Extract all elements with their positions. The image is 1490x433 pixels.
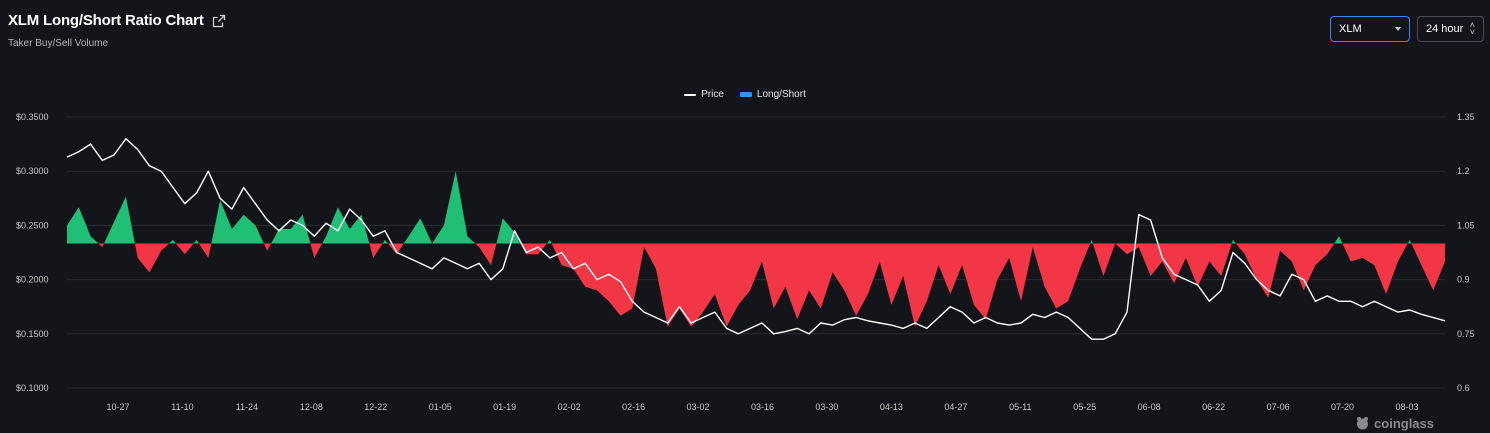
legend-item-long-short[interactable]: Long/Short	[739, 89, 806, 100]
left-axis-tick-label: $0.3500	[16, 112, 49, 122]
x-axis-tick-label: 10-27	[106, 402, 129, 412]
long-short-swatch-icon	[739, 92, 752, 97]
right-axis-tick-label: 0.9	[1457, 275, 1470, 285]
price-line-swatch-icon	[684, 93, 697, 96]
page-subtitle: Taker Buy/Sell Volume	[8, 38, 109, 49]
legend-long-short-label: Long/Short	[756, 89, 806, 100]
interval-select[interactable]: 24 hour ˄ ˅	[1417, 16, 1484, 42]
x-axis-tick-label: 04-27	[944, 402, 967, 412]
x-axis-tick-label: 11-24	[236, 402, 258, 412]
long-ratio-area	[67, 171, 1445, 244]
x-axis-tick-label: 06-08	[1138, 402, 1161, 412]
x-axis-tick-label: 02-16	[622, 402, 645, 412]
title-row: XLM Long/Short Ratio Chart	[8, 12, 226, 29]
x-axis-tick-label: 11-10	[171, 402, 193, 412]
x-axis-tick-label: 12-08	[300, 402, 323, 412]
right-axis-tick-label: 1.2	[1457, 166, 1470, 176]
left-axis-tick-label: $0.1000	[16, 383, 49, 393]
right-axis-tick-label: 1.05	[1457, 220, 1475, 230]
chevron-down-icon	[1395, 27, 1401, 31]
legend-price-label: Price	[701, 89, 724, 100]
symbol-select-value: XLM	[1339, 23, 1362, 35]
x-axis-tick-label: 03-30	[815, 402, 838, 412]
x-axis-tick-label: 01-05	[429, 402, 452, 412]
watermark: coinglass	[1355, 416, 1434, 431]
left-axis-tick-label: $0.3000	[16, 166, 49, 176]
x-axis-tick-label: 05-11	[1009, 402, 1031, 412]
x-axis-tick-label: 05-25	[1073, 402, 1096, 412]
left-axis-tick-label: $0.2000	[16, 275, 49, 285]
page-title: XLM Long/Short Ratio Chart	[8, 12, 204, 29]
right-axis-tick-label: 1.35	[1457, 112, 1475, 122]
coinglass-logo-icon	[1357, 417, 1369, 430]
x-axis-tick-label: 07-20	[1331, 402, 1354, 412]
x-axis-tick-label: 03-02	[687, 402, 710, 412]
x-axis-tick-label: 04-13	[880, 402, 903, 412]
right-axis-tick-label: 0.75	[1457, 329, 1475, 339]
right-axis-tick-label: 0.6	[1457, 383, 1470, 393]
external-link-icon[interactable]	[212, 14, 226, 28]
x-axis-tick-label: 07-06	[1267, 402, 1290, 412]
short-ratio-area	[67, 243, 1445, 327]
x-axis-tick-label: 01-19	[493, 402, 516, 412]
legend-item-price[interactable]: Price	[684, 89, 724, 100]
x-axis-tick-label: 12-22	[364, 402, 387, 412]
symbol-select[interactable]: XLM	[1330, 16, 1410, 42]
left-axis-tick-label: $0.1500	[16, 329, 49, 339]
x-axis-tick-label: 03-16	[751, 402, 774, 412]
x-axis-tick-label: 06-22	[1202, 402, 1225, 412]
x-axis-tick-label: 08-03	[1395, 402, 1418, 412]
left-axis-tick-label: $0.2500	[16, 220, 49, 230]
interval-select-value: 24 hour	[1426, 23, 1464, 35]
watermark-text: coinglass	[1374, 416, 1434, 431]
chart-controls: XLM 24 hour ˄ ˅	[1330, 16, 1484, 42]
chart-header: XLM Long/Short Ratio Chart Taker Buy/Sel…	[8, 12, 226, 49]
up-down-chevron-icon: ˄ ˅	[1469, 20, 1475, 37]
chart-legend: Price Long/Short	[0, 89, 1490, 100]
x-axis-tick-label: 02-02	[558, 402, 581, 412]
price-line	[66, 138, 1446, 340]
